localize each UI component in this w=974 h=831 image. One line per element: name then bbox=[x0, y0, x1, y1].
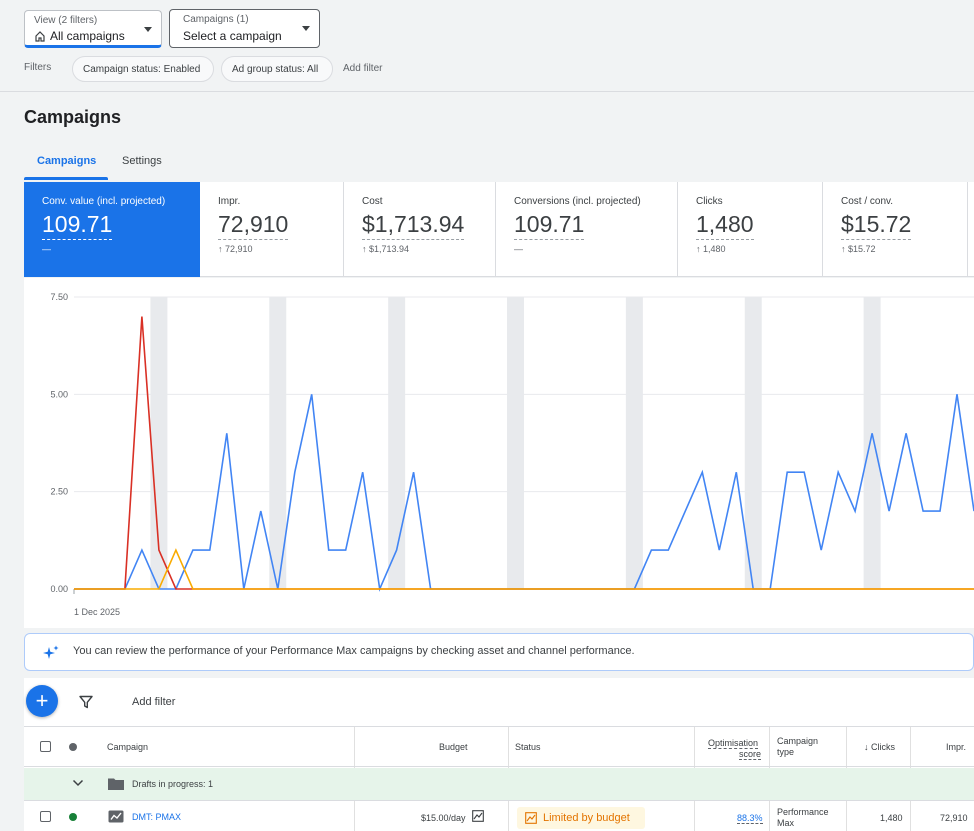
y-tick-label: 7.50 bbox=[50, 292, 68, 302]
metric-value: 1,480 bbox=[696, 211, 754, 240]
campaigns-table: Campaign Budget Status Optimisation scor… bbox=[24, 726, 974, 831]
optimisation-score-link[interactable]: 88.3% bbox=[737, 813, 763, 824]
weekend-band bbox=[744, 297, 762, 589]
filter-chip-campaign-status[interactable]: Campaign status: Enabled bbox=[72, 56, 214, 82]
campaign-type-line1: Performance bbox=[777, 807, 829, 817]
folder-icon bbox=[108, 778, 124, 790]
header-campaign-type-line2[interactable]: type bbox=[777, 747, 795, 757]
campaign-selector-label: Campaigns (1) bbox=[183, 14, 249, 25]
clicks-value: 1,480 bbox=[880, 813, 903, 823]
metric-value: 109.71 bbox=[514, 211, 585, 240]
metric-change: ↑ 1,480 bbox=[696, 244, 726, 254]
weekend-band bbox=[625, 297, 643, 589]
metric-change: ↑ 72,910 bbox=[218, 244, 253, 254]
view-selector-value-wrap: All campaigns bbox=[34, 29, 125, 43]
status-dot-enabled[interactable] bbox=[69, 813, 77, 821]
home-icon bbox=[35, 31, 45, 42]
campaign-name-link[interactable]: DMT: PMAX bbox=[132, 812, 182, 822]
banner-text: You can review the performance of your P… bbox=[73, 645, 635, 657]
campaign-selector-value: Select a campaign bbox=[183, 29, 282, 43]
trend-icon bbox=[525, 812, 537, 824]
metric-card-clicks[interactable]: Clicks 1,480 ↑ 1,480 bbox=[678, 182, 823, 277]
filter-chip-ad-group-status[interactable]: Ad group status: All bbox=[221, 56, 333, 82]
chevron-down-icon bbox=[144, 27, 152, 32]
table-row[interactable]: DMT: PMAX $15.00/day Limited by budget 8… bbox=[24, 800, 974, 831]
y-tick-label: 2.50 bbox=[50, 487, 68, 497]
metric-change: — bbox=[514, 244, 523, 254]
view-selector-value: All campaigns bbox=[50, 29, 125, 43]
add-campaign-button[interactable]: + bbox=[26, 685, 58, 717]
campaign-selector[interactable]: Campaigns (1) Select a campaign bbox=[169, 9, 320, 48]
performance-max-icon bbox=[108, 810, 124, 823]
x-tick-label: 1 Dec 2025 bbox=[74, 607, 120, 617]
tab-active-indicator bbox=[24, 177, 108, 180]
metric-label: Conversions (incl. projected) bbox=[514, 196, 641, 207]
chart-svg: 0.00 2.50 5.00 7.50 1 Dec 2025 bbox=[50, 292, 974, 617]
trend-chart-icon[interactable] bbox=[472, 810, 484, 822]
status-text: Limited by budget bbox=[543, 812, 630, 824]
metric-card-cost-per-conv[interactable]: Cost / conv. $15.72 ↑ $15.72 bbox=[823, 182, 968, 277]
chevron-down-icon[interactable] bbox=[72, 778, 84, 788]
y-tick-label: 0.00 bbox=[50, 584, 68, 594]
divider bbox=[0, 91, 974, 92]
page-title: Campaigns bbox=[24, 107, 122, 127]
metric-label: Cost bbox=[362, 196, 383, 207]
info-banner: You can review the performance of your P… bbox=[24, 633, 974, 671]
tab-settings[interactable]: Settings bbox=[122, 155, 162, 167]
drafts-row[interactable]: Drafts in progress: 1 bbox=[24, 768, 974, 800]
add-filter-button[interactable]: Add filter bbox=[132, 696, 176, 708]
weekend-band bbox=[150, 297, 168, 589]
header-impr[interactable]: Impr. bbox=[946, 742, 967, 752]
impr-value: 72,910 bbox=[940, 813, 968, 823]
chevron-down-icon bbox=[302, 26, 310, 31]
header-clicks[interactable]: ↓ Clicks bbox=[864, 742, 895, 752]
table-toolbar: + Add filter bbox=[24, 678, 974, 726]
select-all-checkbox[interactable] bbox=[40, 741, 51, 752]
metric-label: Conv. value (incl. projected) bbox=[42, 196, 166, 207]
metric-value: 72,910 bbox=[218, 211, 289, 240]
metric-change: — bbox=[42, 244, 51, 254]
weekend-band bbox=[863, 297, 881, 589]
view-selector-label: View (2 filters) bbox=[34, 15, 98, 26]
table-header: Campaign Budget Status Optimisation scor… bbox=[24, 727, 974, 767]
header-optimisation-score-line1[interactable]: Optimisation bbox=[708, 738, 759, 749]
budget-value: $15.00/day bbox=[421, 813, 466, 823]
header-campaign[interactable]: Campaign bbox=[107, 742, 149, 752]
y-tick-label: 5.00 bbox=[50, 389, 68, 399]
metric-value: 109.71 bbox=[42, 211, 113, 240]
funnel-icon[interactable] bbox=[79, 695, 93, 709]
drafts-label: Drafts in progress: 1 bbox=[132, 779, 214, 789]
metric-card-cost[interactable]: Cost $1,713.94 ↑ $1,713.94 bbox=[344, 182, 496, 277]
add-filter-link[interactable]: Add filter bbox=[343, 63, 383, 74]
header-optimisation-score-line2[interactable]: score bbox=[739, 749, 762, 760]
metric-label: Cost / conv. bbox=[841, 196, 894, 207]
campaign-type-line2: Max bbox=[777, 818, 795, 828]
metric-cards: Conv. value (incl. projected) 109.71 — I… bbox=[24, 182, 974, 277]
status-badge[interactable]: Limited by budget bbox=[517, 807, 645, 829]
metric-card-conversions[interactable]: Conversions (incl. projected) 109.71 — bbox=[496, 182, 678, 277]
weekend-band bbox=[269, 297, 287, 589]
header-status[interactable]: Status bbox=[515, 742, 541, 752]
header-campaign-type-line1[interactable]: Campaign bbox=[777, 736, 819, 746]
metric-value: $1,713.94 bbox=[362, 211, 465, 240]
view-selector[interactable]: View (2 filters) All campaigns bbox=[24, 10, 162, 48]
tab-campaigns[interactable]: Campaigns bbox=[37, 155, 97, 167]
weekend-band bbox=[388, 297, 406, 589]
metric-value: $15.72 bbox=[841, 211, 912, 240]
performance-chart: 0.00 2.50 5.00 7.50 1 Dec 2025 bbox=[24, 278, 974, 628]
status-dot-header bbox=[69, 743, 77, 751]
series-line-2 bbox=[74, 548, 974, 590]
metric-card-impr[interactable]: Impr. 72,910 ↑ 72,910 bbox=[200, 182, 344, 277]
metric-label: Impr. bbox=[218, 196, 241, 207]
sparkle-icon bbox=[43, 645, 59, 659]
header-budget[interactable]: Budget bbox=[439, 742, 468, 752]
weekend-band bbox=[507, 297, 524, 589]
metric-change: ↑ $1,713.94 bbox=[362, 244, 410, 254]
metric-change: ↑ $15.72 bbox=[841, 244, 876, 254]
filters-label: Filters bbox=[24, 62, 52, 73]
row-checkbox[interactable] bbox=[40, 811, 51, 822]
metric-label: Clicks bbox=[696, 196, 723, 207]
metric-card-conv-value[interactable]: Conv. value (incl. projected) 109.71 — bbox=[24, 182, 200, 277]
